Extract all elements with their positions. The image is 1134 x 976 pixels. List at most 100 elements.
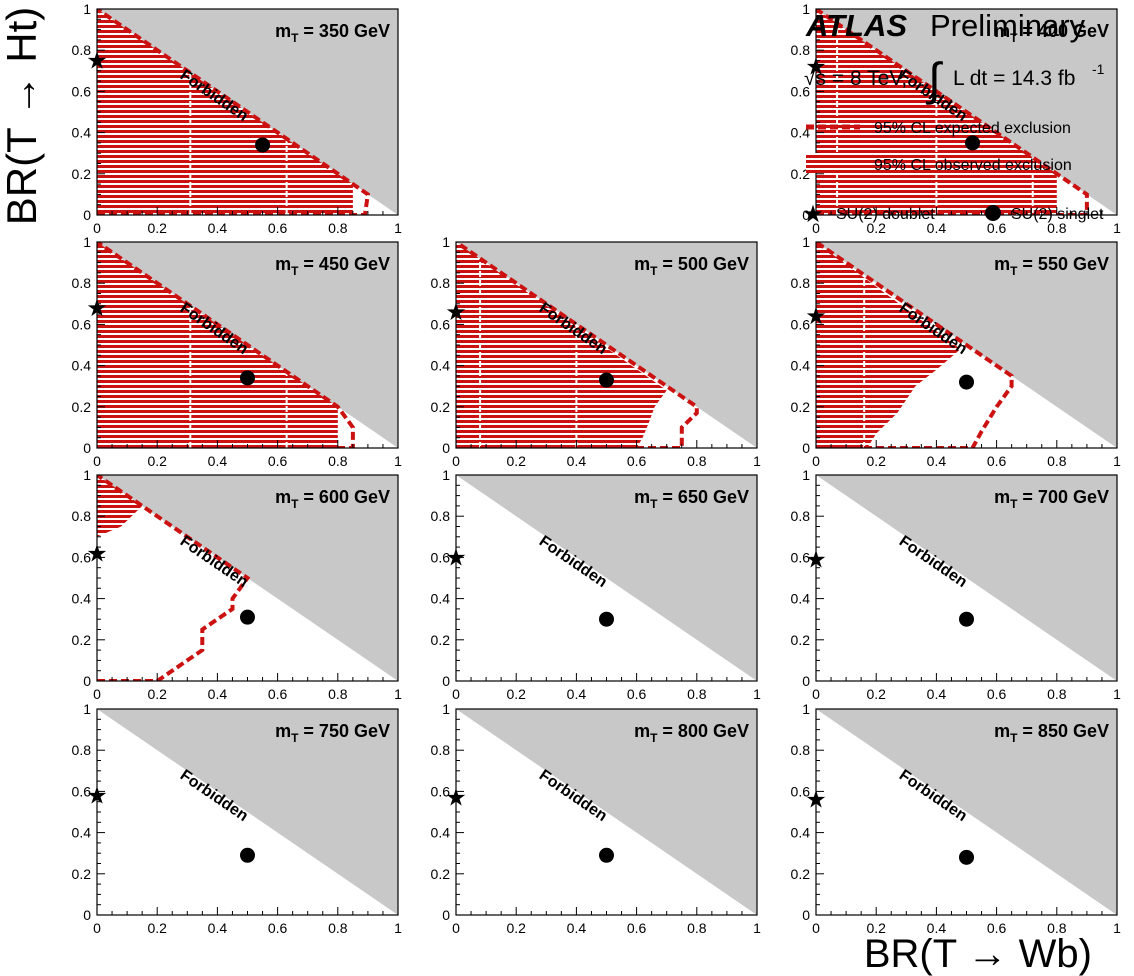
y-tick-label: 0.4 — [431, 591, 451, 607]
panel-350: 0 0.2 0.4 0.6 0.8 100.20.40.60.81ForbiddenmT … — [72, 1, 403, 236]
y-tick-label: 0.4 — [72, 358, 92, 374]
x-tick-label: 0 — [812, 920, 820, 936]
su2-singlet-dot — [965, 135, 981, 151]
x-tick-label: 0.4 — [927, 220, 947, 236]
y-tick-label: 0.4 — [791, 125, 811, 141]
su2-singlet-dot — [959, 611, 974, 627]
y-tick-label: 0.4 — [791, 591, 811, 607]
panel-450: 0 0.2 0.4 0.6 0.8 100.20.40.60.81ForbiddenmT … — [72, 234, 403, 469]
su2-doublet-star: ★ — [445, 299, 467, 326]
x-tick-label: 0 — [812, 453, 820, 469]
su2-doublet-star: ★ — [86, 540, 108, 567]
y-tick-label: 0.2 — [791, 399, 811, 415]
x-tick-label: 0.6 — [987, 920, 1007, 936]
x-axis-title: BR(T → Wb) — [864, 932, 1092, 976]
expected-contour — [816, 9, 1089, 215]
y-tick-label: 0.8 — [791, 275, 811, 291]
y-tick-label: 0.4 — [791, 825, 811, 841]
x-tick-label: 0.8 — [687, 686, 707, 702]
x-tick-label: 0 — [93, 686, 101, 702]
y-tick-label: 0.6 — [791, 549, 811, 565]
x-tick-label: 0.4 — [208, 920, 228, 936]
y-tick-label: 0.2 — [791, 166, 811, 182]
x-tick-label: 0.2 — [866, 686, 886, 702]
y-tick-label: 1 — [83, 701, 91, 717]
observed-exclusion — [97, 9, 353, 215]
x-tick-label: 0.2 — [147, 920, 167, 936]
star-icon: ★ — [802, 201, 824, 228]
x-tick-label: 1 — [753, 920, 761, 936]
y-tick-label: 0.4 — [431, 825, 451, 841]
forbidden-region — [816, 475, 1117, 681]
legend-energy: √s = 8 TeV, — [804, 67, 907, 90]
x-tick-label: 0 — [452, 686, 460, 702]
y-tick-label: 0 — [802, 907, 810, 923]
y-tick-label: 0.4 — [72, 591, 92, 607]
observed-exclusion — [816, 242, 961, 448]
x-tick-label: 0.2 — [506, 920, 526, 936]
y-tick-label: 0.2 — [791, 632, 811, 648]
y-tick-label: 1 — [442, 701, 450, 717]
panel-title: mT = 750 GeV — [275, 721, 390, 745]
legend-status: Preliminary — [930, 8, 1086, 43]
legend-integral: ∫ — [925, 53, 943, 105]
x-tick-label: 0.4 — [927, 686, 947, 702]
x-tick-label: 0.8 — [687, 920, 707, 936]
x-tick-label: 0.6 — [268, 220, 288, 236]
x-tick-label: 0.2 — [506, 453, 526, 469]
x-tick-label: 0.4 — [208, 220, 228, 236]
su2-doublet-star: ★ — [805, 787, 827, 814]
x-tick-label: 0 — [93, 453, 101, 469]
panel-title: mT = 400 GeV — [994, 21, 1109, 45]
su2-doublet-star: ★ — [445, 785, 467, 812]
y-tick-label: 0.2 — [72, 399, 92, 415]
x-tick-label: 0.4 — [567, 686, 587, 702]
x-tick-label: 0.6 — [987, 453, 1007, 469]
y-tick-label: 0.2 — [72, 632, 92, 648]
y-tick-label: 0.6 — [431, 316, 451, 332]
observed-exclusion — [97, 475, 143, 537]
y-tick-label: 0.6 — [791, 83, 811, 99]
expected-contour — [816, 242, 1014, 448]
su2-doublet-star: ★ — [805, 303, 827, 330]
su2-singlet-dot — [240, 370, 255, 386]
y-tick-label: 0 — [442, 673, 450, 689]
x-tick-label: 0.2 — [866, 920, 886, 936]
x-tick-label: 0 — [93, 920, 101, 936]
x-tick-label: 1 — [1113, 220, 1121, 236]
su2-doublet-star: ★ — [445, 544, 467, 571]
x-tick-label: 0.2 — [147, 220, 167, 236]
x-tick-label: 0.6 — [268, 453, 288, 469]
y-tick-label: 0.4 — [431, 358, 451, 374]
expected-contour — [97, 9, 371, 215]
x-tick-label: 0.8 — [1047, 220, 1067, 236]
x-tick-label: 0.4 — [927, 920, 947, 936]
panels: 0 0.2 0.4 0.6 0.8 100.20.40.60.81ForbiddenmT … — [72, 1, 1122, 936]
x-tick-label: 0.2 — [866, 453, 886, 469]
su2-singlet-dot — [959, 374, 974, 390]
x-tick-label: 0.6 — [627, 920, 647, 936]
y-tick-label: 1 — [802, 701, 810, 717]
y-tick-label: 0.6 — [431, 783, 451, 799]
x-tick-label: 0.6 — [268, 920, 288, 936]
x-tick-label: 0.8 — [687, 453, 707, 469]
su2-singlet-dot — [599, 611, 614, 627]
x-tick-label: 0 — [812, 686, 820, 702]
x-tick-label: 1 — [394, 920, 402, 936]
legend-experiment: ATLAS — [805, 8, 907, 43]
x-tick-label: 1 — [1113, 686, 1121, 702]
su2-singlet-dot — [959, 849, 974, 865]
panel-500: 0 0.2 0.4 0.6 0.8 100.20.40.60.81ForbiddenmT … — [431, 234, 762, 469]
x-tick-label: 0.2 — [506, 686, 526, 702]
y-tick-label: 0.8 — [431, 742, 451, 758]
su2-singlet-dot — [240, 609, 255, 625]
y-axis-title: BR(T → Ht) — [0, 7, 45, 226]
panel-title: mT = 550 GeV — [994, 254, 1109, 278]
panel-750: 0 0.2 0.4 0.6 0.8 100.20.40.60.81ForbiddenmT … — [72, 701, 403, 936]
legend-observed: 95% CL observed exclusion — [874, 157, 1072, 174]
legend: ATLAS Preliminary √s = 8 TeV, ∫ L dt = 1… — [802, 8, 1104, 228]
y-tick-label: 0 — [83, 907, 91, 923]
y-tick-label: 1 — [442, 234, 450, 250]
x-tick-label: 0.6 — [987, 686, 1007, 702]
